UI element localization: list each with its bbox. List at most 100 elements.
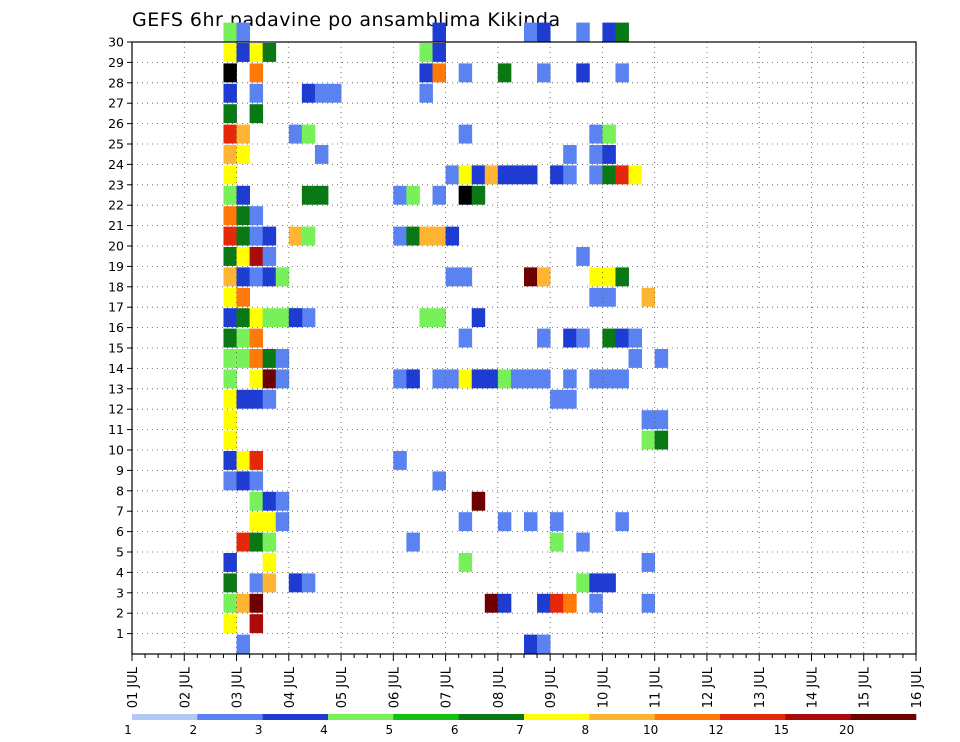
legend-swatch [328, 714, 394, 720]
heatmap-cell [576, 532, 590, 552]
heatmap-cell [458, 512, 473, 532]
heatmap-cell [393, 226, 407, 246]
heatmap-cell [275, 491, 290, 511]
heatmap-cell [236, 389, 250, 409]
legend-swatch [850, 714, 917, 720]
heatmap-cell [249, 104, 264, 124]
y-tick-label: 23 [108, 177, 124, 192]
heatmap-cell [249, 247, 264, 266]
heatmap-cell [249, 532, 264, 552]
heatmap-cell [249, 389, 264, 409]
heatmap-cell [484, 593, 499, 613]
heatmap-cell [223, 471, 237, 491]
y-tick-label: 3 [116, 585, 124, 600]
heatmap-cell [576, 63, 590, 83]
heatmap-cell [236, 451, 250, 470]
heatmap-cell [641, 593, 656, 613]
heatmap-cell [223, 267, 237, 287]
cells-layer [223, 22, 669, 654]
y-tick-label: 5 [116, 545, 124, 560]
y-tick-label: 9 [116, 463, 124, 478]
heatmap-cell [236, 185, 250, 205]
legend-label: 4 [320, 723, 328, 737]
heatmap-cell [223, 553, 237, 572]
x-tick-label: 10 JUL [596, 666, 611, 708]
x-tick-label: 11 JUL [649, 666, 664, 708]
heatmap-cell [223, 389, 237, 409]
heatmap-cell [223, 165, 237, 185]
heatmap-cell [249, 512, 264, 532]
heatmap-cell [537, 593, 551, 613]
heatmap-cell [602, 145, 616, 164]
heatmap-cell [288, 226, 303, 246]
heatmap-cell [249, 63, 264, 83]
x-tick-label: 08 JUL [492, 666, 507, 708]
heatmap-cell [537, 22, 551, 42]
heatmap-cell [249, 614, 264, 634]
heatmap-cell [275, 308, 290, 328]
heatmap-cell [445, 165, 460, 185]
heatmap-cell [223, 349, 237, 368]
heatmap-cell [458, 124, 473, 144]
heatmap-cell [275, 267, 290, 287]
heatmap-cell [641, 430, 656, 450]
heatmap-cell [497, 369, 512, 389]
heatmap-cell [615, 165, 629, 185]
heatmap-cell [249, 267, 264, 287]
heatmap-cell [537, 634, 551, 654]
heatmap-cell [262, 553, 277, 572]
legend-label: 1 [124, 723, 132, 737]
y-tick-label: 10 [108, 443, 124, 458]
heatmap-cell [406, 185, 420, 205]
heatmap-cell [419, 226, 433, 246]
legend-swatch [785, 714, 851, 720]
x-tick-label: 09 JUL [544, 666, 559, 708]
x-tick-label: 15 JUL [858, 666, 873, 708]
heatmap-cell [602, 124, 616, 144]
heatmap-cell [471, 308, 486, 328]
x-tick-label: 03 JUL [231, 666, 246, 708]
heatmap-cell [223, 287, 237, 307]
heatmap-cell [223, 430, 237, 450]
heatmap-cell [432, 226, 446, 246]
chart-title: GEFS 6hr padavine po ansamblima Kikinda [132, 9, 561, 31]
heatmap-cell [236, 22, 250, 42]
x-tick-label: 02 JUL [178, 666, 193, 708]
legend-label: 5 [386, 723, 394, 737]
heatmap-cell [262, 512, 277, 532]
legend-swatch [393, 714, 459, 720]
heatmap-cell [471, 491, 486, 511]
x-tick-label: 06 JUL [387, 666, 402, 708]
heatmap-cell [602, 369, 616, 389]
heatmap-cell [262, 389, 277, 409]
heatmap-cell [576, 22, 590, 42]
heatmap-cell [288, 308, 303, 328]
legend-swatch [458, 714, 525, 720]
heatmap-cell [223, 328, 237, 348]
heatmap-cell [223, 593, 237, 613]
heatmap-cell [654, 430, 669, 450]
heatmap-cell [262, 491, 277, 511]
heatmap-cell [314, 83, 329, 103]
heatmap-cell [524, 369, 538, 389]
heatmap-cell [432, 369, 446, 389]
heatmap-cell [497, 63, 512, 83]
heatmap-cell [236, 532, 250, 552]
plot-frame [131, 41, 917, 655]
heatmap-cell [249, 328, 264, 348]
heatmap-cell [262, 573, 277, 593]
heatmap-cell [236, 226, 250, 246]
heatmap-cell [301, 185, 316, 205]
heatmap-cell [537, 369, 551, 389]
y-tick-label: 12 [108, 402, 124, 417]
heatmap-cell [406, 532, 420, 552]
heatmap-cell [445, 267, 460, 287]
legend-swatch [132, 714, 198, 720]
heatmap-cell [223, 104, 237, 124]
heatmap-cell [249, 349, 264, 368]
y-tick-label: 11 [108, 422, 124, 437]
heatmap-cell [589, 593, 603, 613]
heatmap-cell [249, 308, 264, 328]
heatmap-cell [419, 308, 433, 328]
heatmap-cell [419, 83, 433, 103]
